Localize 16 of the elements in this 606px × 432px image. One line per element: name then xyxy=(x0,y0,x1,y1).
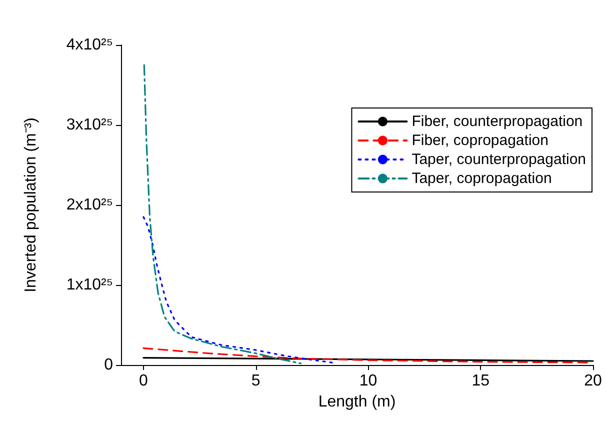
x-tick-label: 5 xyxy=(251,372,260,390)
x-tick-label: 15 xyxy=(472,372,490,390)
x-tick-label: 0 xyxy=(139,372,148,390)
y-tick-label: 1x10²⁵ xyxy=(66,276,113,294)
y-tick-label: 0 xyxy=(104,356,114,374)
y-tick-label: 4x10²⁵ xyxy=(66,36,113,54)
legend-label: Fiber, copropagation xyxy=(412,132,548,149)
legend-label: Taper, copropagation xyxy=(412,170,552,187)
x-tick-label: 20 xyxy=(584,372,602,390)
legend-label: Fiber, counterpropagation xyxy=(412,113,583,130)
x-axis-title: Length (m) xyxy=(318,393,396,410)
y-tick-label: 2x10²⁵ xyxy=(66,196,113,214)
y-axis-title: Inverted population (m⁻³) xyxy=(22,118,40,292)
y-tick-label: 3x10²⁵ xyxy=(66,116,113,134)
legend-label: Taper, counterpropagation xyxy=(412,151,586,168)
x-tick-label: 10 xyxy=(359,372,378,390)
